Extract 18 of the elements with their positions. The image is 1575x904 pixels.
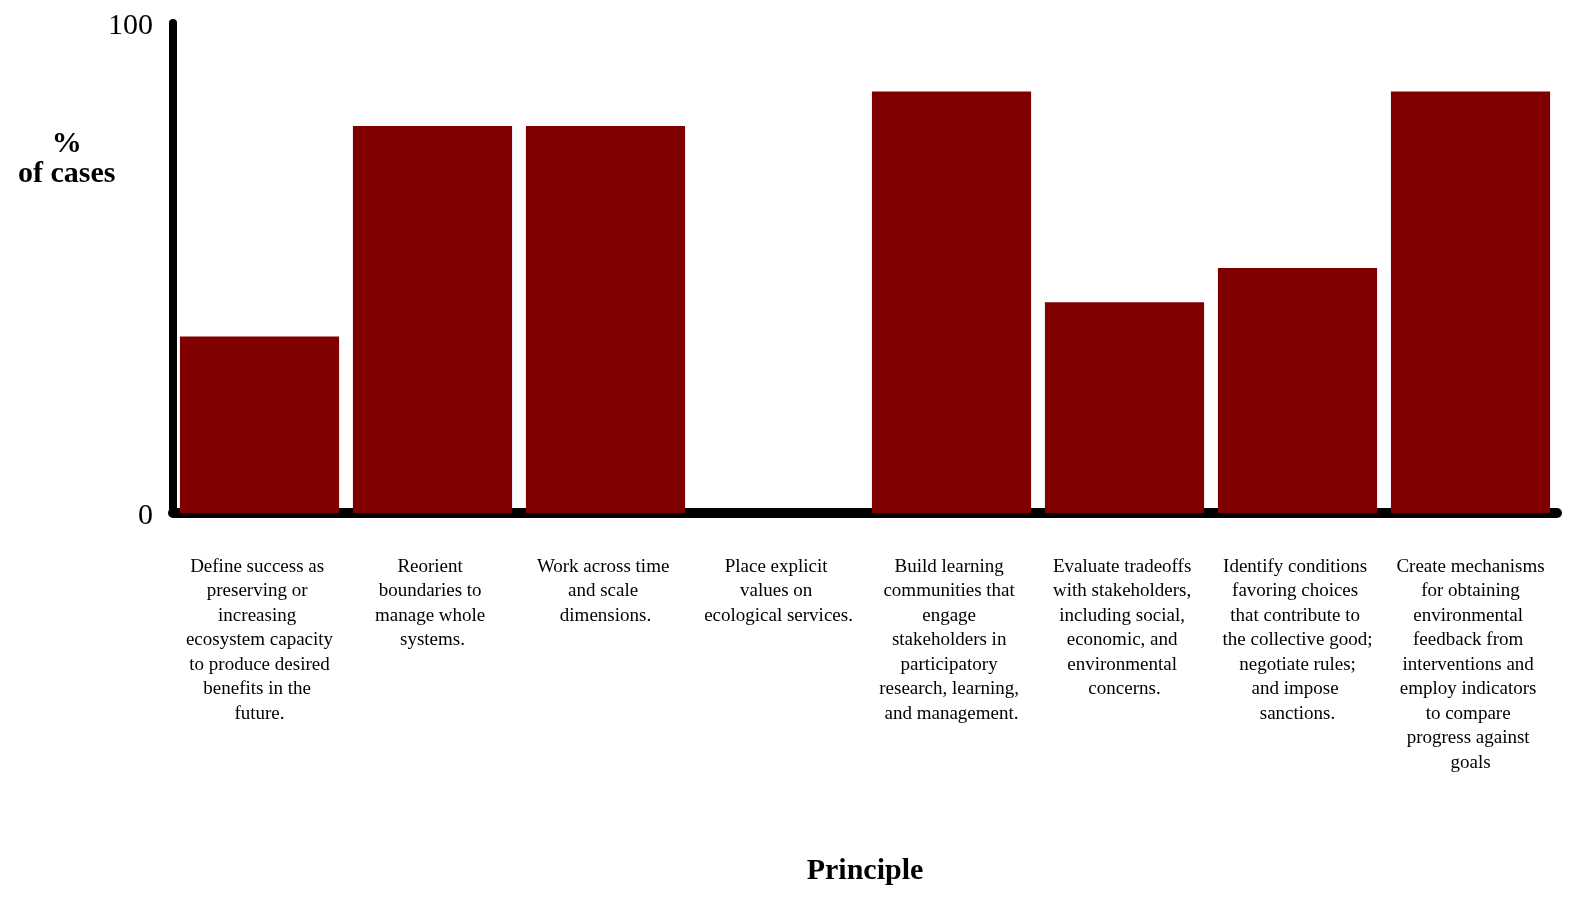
x-tick-label: Identify conditions favoring choices that contribute to the collective good; negotiate rules; and impose sanctions. [1222, 554, 1373, 723]
x-axis-title: Principle [806, 851, 924, 885]
category-label: Create mechanisms for obtaining environmental feedback from interventions and employ indicators to compare progress against goals [1396, 554, 1545, 772]
y-tick-label: 0 [138, 496, 153, 530]
x-tick-label: Work across time and scale dimensions. [536, 554, 675, 625]
bar [871, 91, 1032, 513]
bar [1044, 302, 1205, 513]
x-tick-label: Build learning communities that engage stakeholders in participatory research, learning, and management. [879, 554, 1024, 723]
bar [352, 125, 513, 513]
bar [1390, 91, 1551, 513]
y-tick-label: 100 [108, 6, 153, 40]
y-axis-title: % of cases [17, 124, 116, 188]
x-tick-label: Reorient boundaries to manage whole systems. [374, 554, 491, 650]
x-tick-label: Place explicit values on ecological services. [704, 554, 853, 625]
bar [1217, 268, 1378, 513]
x-tick-label: Evaluate tradeoffs with stakeholders, including social, economic, and environmental concerns. [1052, 554, 1197, 699]
bar [525, 125, 686, 513]
x-tick-label: Define success as preserving or increasing ecosystem capacity to produce desired benefits in the future. [184, 554, 335, 723]
